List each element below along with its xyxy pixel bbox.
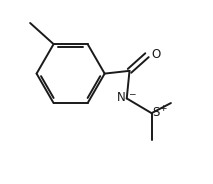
Text: +: + [159, 104, 166, 112]
Text: O: O [151, 48, 160, 61]
Text: N: N [117, 91, 125, 104]
Text: S: S [153, 106, 160, 119]
Text: −: − [128, 89, 135, 98]
